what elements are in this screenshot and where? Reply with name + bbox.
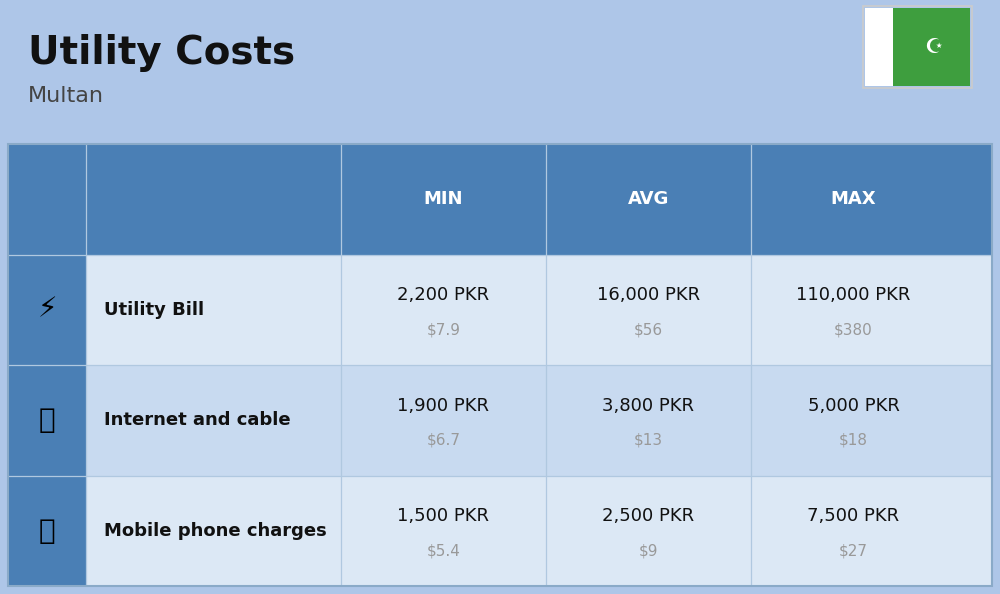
Text: 1,900 PKR: 1,900 PKR [397, 397, 489, 415]
Text: Utility Bill: Utility Bill [104, 301, 204, 319]
FancyBboxPatch shape [893, 8, 970, 86]
Text: Internet and cable: Internet and cable [104, 411, 291, 429]
FancyBboxPatch shape [8, 476, 86, 586]
Text: $18: $18 [839, 432, 868, 448]
FancyBboxPatch shape [8, 254, 86, 365]
Text: 1,500 PKR: 1,500 PKR [397, 507, 489, 525]
Text: 16,000 PKR: 16,000 PKR [597, 286, 700, 304]
Text: 2,200 PKR: 2,200 PKR [397, 286, 490, 304]
Text: $27: $27 [839, 543, 868, 558]
FancyBboxPatch shape [865, 8, 893, 86]
FancyBboxPatch shape [8, 365, 86, 476]
FancyBboxPatch shape [8, 144, 992, 254]
Text: $380: $380 [834, 322, 873, 337]
Text: 7,500 PKR: 7,500 PKR [807, 507, 900, 525]
Text: 5,000 PKR: 5,000 PKR [808, 397, 899, 415]
Text: MIN: MIN [424, 190, 463, 208]
FancyBboxPatch shape [8, 254, 992, 365]
Text: Utility Costs: Utility Costs [28, 34, 295, 72]
Text: 📶: 📶 [39, 406, 55, 434]
Text: $5.4: $5.4 [427, 543, 460, 558]
Text: 📱: 📱 [39, 517, 55, 545]
Text: $9: $9 [639, 543, 658, 558]
Text: MAX: MAX [831, 190, 876, 208]
Text: $7.9: $7.9 [426, 322, 460, 337]
Text: ☪: ☪ [924, 37, 943, 57]
Text: Mobile phone charges: Mobile phone charges [104, 522, 327, 540]
Text: Multan: Multan [28, 86, 104, 106]
FancyBboxPatch shape [8, 365, 992, 476]
Text: $56: $56 [634, 322, 663, 337]
Text: ⚡: ⚡ [37, 296, 57, 324]
Text: $13: $13 [634, 432, 663, 448]
Text: 2,500 PKR: 2,500 PKR [602, 507, 695, 525]
Text: $6.7: $6.7 [426, 432, 460, 448]
FancyBboxPatch shape [8, 476, 992, 586]
Text: 110,000 PKR: 110,000 PKR [796, 286, 911, 304]
Text: 3,800 PKR: 3,800 PKR [602, 397, 694, 415]
Text: AVG: AVG [628, 190, 669, 208]
